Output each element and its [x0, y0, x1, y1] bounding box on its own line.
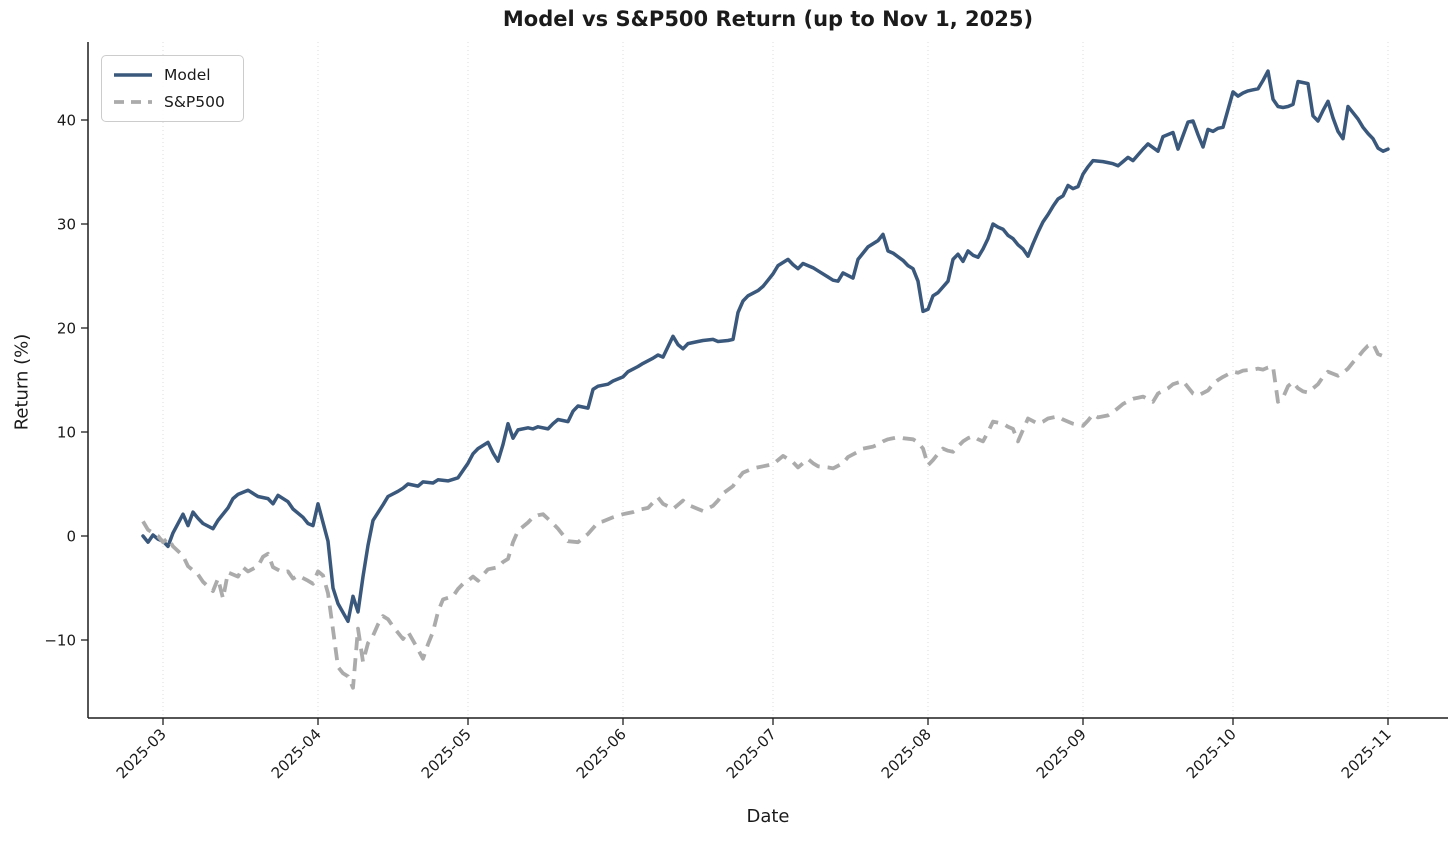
- y-tick-label: 0: [66, 528, 76, 546]
- x-tick-label: 2025-09: [1033, 725, 1090, 782]
- model-line-swatch: [114, 73, 152, 77]
- x-axis-label: Date: [746, 806, 790, 827]
- model-line: [141, 69, 1390, 624]
- sp500-line: [141, 341, 1389, 690]
- y-tick-label: −10: [44, 632, 76, 650]
- x-tick-label: 2025-11: [1338, 725, 1395, 782]
- y-tick-label: 30: [57, 216, 76, 234]
- chart-title: Model vs S&P500 Return (up to Nov 1, 202…: [502, 7, 1034, 31]
- x-tick-label: 2025-05: [418, 725, 475, 782]
- x-tick-label: 2025-07: [723, 725, 780, 782]
- legend-label-model: Model: [164, 66, 211, 84]
- sp500-line-swatch: [114, 100, 152, 104]
- x-tick-label: 2025-03: [113, 725, 170, 782]
- x-tick-label: 2025-04: [268, 725, 325, 782]
- legend-item-sp500: S&P500: [113, 92, 225, 112]
- x-tick-label: 2025-06: [573, 725, 630, 782]
- legend-label-sp500: S&P500: [164, 93, 225, 111]
- y-tick-label: 20: [57, 320, 76, 338]
- legend-item-model: Model: [113, 65, 225, 85]
- y-tick-label: 10: [57, 424, 76, 442]
- legend: Model S&P500: [101, 55, 244, 122]
- x-tick-label: 2025-10: [1183, 725, 1240, 782]
- x-tick-label: 2025-08: [878, 725, 935, 782]
- y-tick-label: 40: [57, 112, 76, 130]
